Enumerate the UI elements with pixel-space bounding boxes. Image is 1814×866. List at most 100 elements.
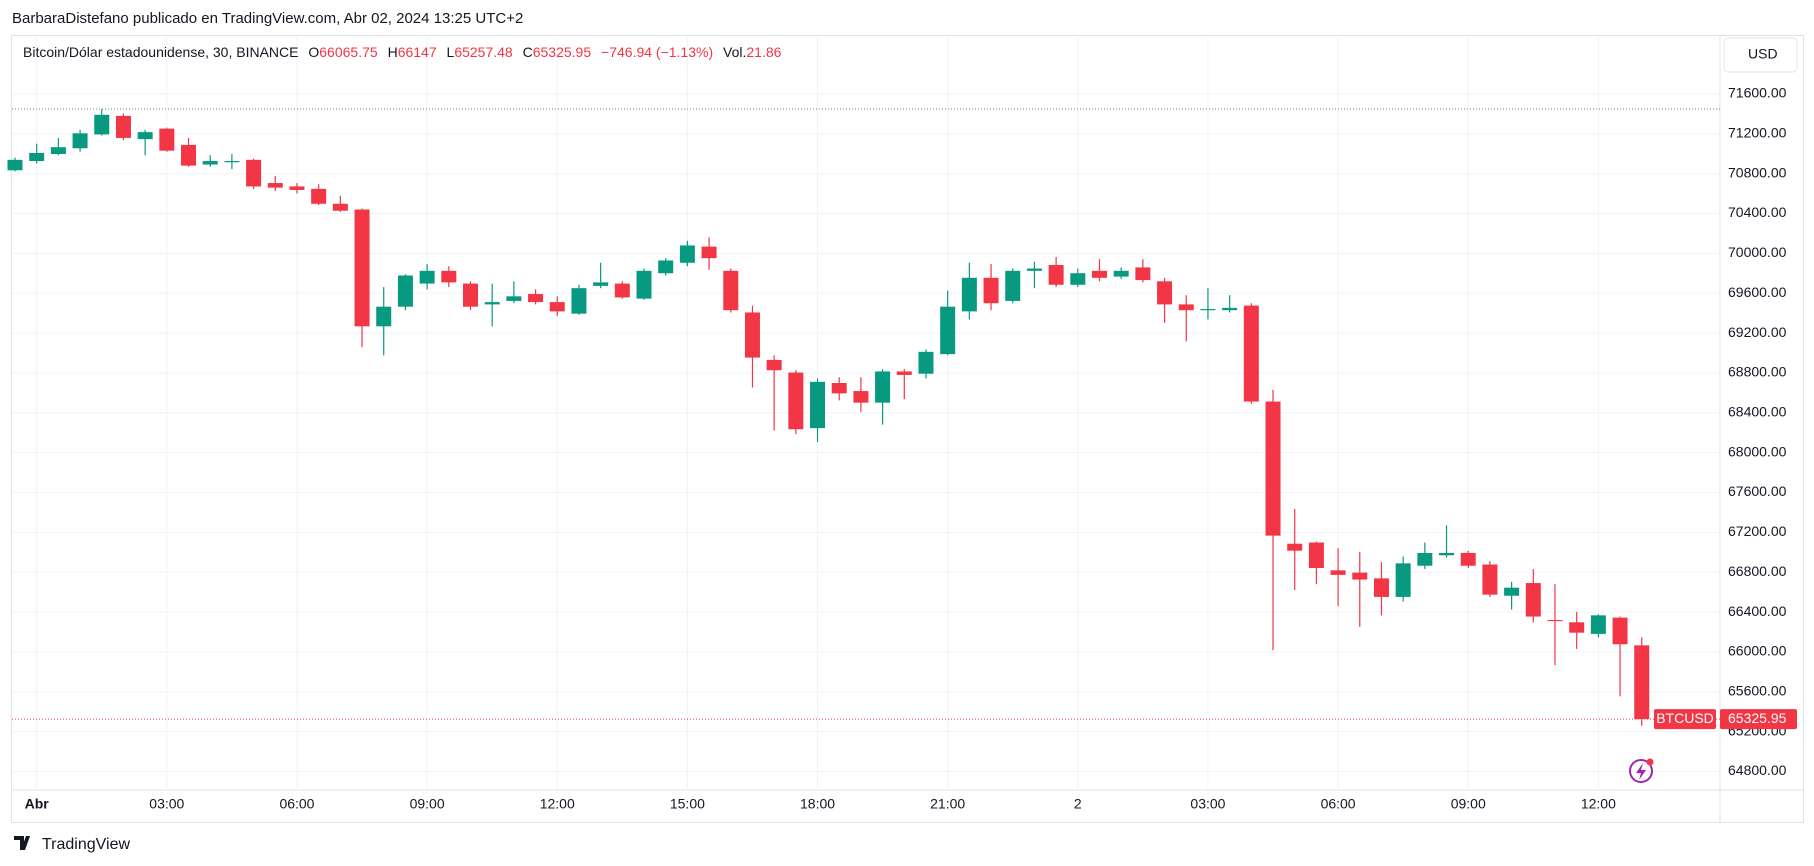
candle-body (593, 282, 609, 286)
x-tick-label: 03:00 (149, 796, 184, 812)
y-tick-label: 66000.00 (1728, 643, 1787, 659)
candle-body (1243, 305, 1259, 402)
candle-body (1026, 268, 1042, 271)
candle-body (810, 381, 826, 429)
candle-body (72, 133, 88, 149)
candle-body (875, 371, 891, 403)
candle-body (1178, 304, 1194, 311)
publisher-line: BarbaraDistefano publicado en TradingVie… (12, 10, 523, 27)
open-label: O (308, 44, 319, 60)
candle-body (766, 359, 782, 371)
candle-body (961, 277, 977, 312)
y-tick-label: 68400.00 (1728, 404, 1787, 420)
candle-body (462, 283, 478, 307)
candle-body (1048, 265, 1064, 285)
candle-body (744, 312, 760, 358)
low-value: 65257.48 (454, 44, 513, 60)
candle-body (1547, 620, 1563, 622)
y-tick-label: 67200.00 (1728, 523, 1787, 539)
candle-body (50, 147, 66, 155)
y-tick-label: 66800.00 (1728, 563, 1787, 579)
candle-body (1222, 307, 1238, 311)
brand: TradingView (42, 836, 130, 853)
candle-body (549, 302, 565, 312)
close-label: C (523, 44, 533, 60)
candle-body (788, 372, 804, 430)
candle-body (918, 351, 934, 374)
candle-body (115, 115, 131, 138)
y-tick-label: 69200.00 (1728, 324, 1787, 340)
candle-body (1005, 270, 1021, 301)
candle-body (1135, 267, 1151, 281)
candles (7, 109, 1650, 726)
candle-body (419, 270, 435, 284)
y-tick-label: 66400.00 (1728, 603, 1787, 619)
candle-body (1113, 270, 1129, 277)
candle-body (1373, 578, 1389, 597)
candle-body (246, 159, 262, 187)
last-price-tag (1720, 709, 1797, 730)
candle-body (528, 294, 544, 303)
currency-button[interactable] (1723, 37, 1798, 73)
candle-body (571, 288, 587, 314)
legend-header: Bitcoin/Dólar estadounidense, 30, BINANC… (23, 44, 782, 60)
candle-body (1070, 273, 1086, 285)
candle-body (1417, 552, 1433, 566)
candle-body (1504, 587, 1520, 596)
y-tick-label: 69600.00 (1728, 284, 1787, 300)
candle-body (940, 306, 956, 355)
candle-body (658, 260, 674, 274)
candle-body (311, 188, 327, 204)
candle-body (289, 186, 305, 190)
candle-body (1525, 583, 1541, 617)
x-tick-label: 09:00 (410, 796, 445, 812)
last-price-label: 65325.95 (1728, 710, 1787, 726)
icon-ring[interactable] (1629, 759, 1653, 783)
replay-icon[interactable] (1629, 758, 1654, 783)
candle-body (1157, 281, 1173, 305)
candle-body (137, 132, 153, 140)
candle-body (614, 283, 630, 298)
chart-frame (11, 35, 1804, 823)
icon-dot[interactable] (1646, 758, 1654, 766)
candle-body (94, 114, 110, 135)
grid: 64800.0065200.0065600.0066000.0066400.00… (12, 35, 1787, 812)
candle-body (1287, 543, 1303, 551)
y-tick-label: 67600.00 (1728, 483, 1787, 499)
candle-body (1634, 645, 1650, 720)
candle-body (1265, 401, 1281, 536)
candle-body (896, 371, 912, 375)
candle-body (441, 270, 457, 283)
candle-body (1569, 622, 1585, 633)
candle-body (332, 203, 348, 211)
candle-body (506, 296, 522, 301)
currency[interactable]: USD (1748, 46, 1778, 62)
candle-body (1330, 570, 1346, 575)
candle-body (1439, 552, 1455, 556)
open-value: 66065.75 (319, 44, 378, 60)
volume-value: 21.86 (746, 44, 781, 60)
candle-body (484, 302, 500, 305)
y-tick-label: 71600.00 (1728, 85, 1787, 101)
candle-body (224, 161, 240, 163)
candle-body (29, 152, 45, 162)
candle-body (723, 270, 739, 311)
icon-bolt[interactable] (1636, 763, 1646, 780)
overlays: BTCUSD 65325.95 (12, 108, 1797, 730)
candle-body (1092, 270, 1107, 278)
brand-logo (14, 836, 30, 850)
candle-body (853, 391, 869, 403)
candle-body (202, 161, 218, 165)
candle-body (1612, 617, 1628, 645)
high-value: 66147 (398, 44, 437, 60)
high-label: H (388, 44, 398, 60)
candle-body (983, 277, 999, 304)
candle-body (1460, 552, 1476, 566)
x-tick-label: 18:00 (800, 796, 835, 812)
x-tick-label: 06:00 (1321, 796, 1356, 812)
y-tick-label: 70800.00 (1728, 164, 1787, 180)
change: −746.94 (−1.13%) (601, 44, 713, 60)
close-value: 65325.95 (533, 44, 592, 60)
candle-body (181, 144, 197, 166)
